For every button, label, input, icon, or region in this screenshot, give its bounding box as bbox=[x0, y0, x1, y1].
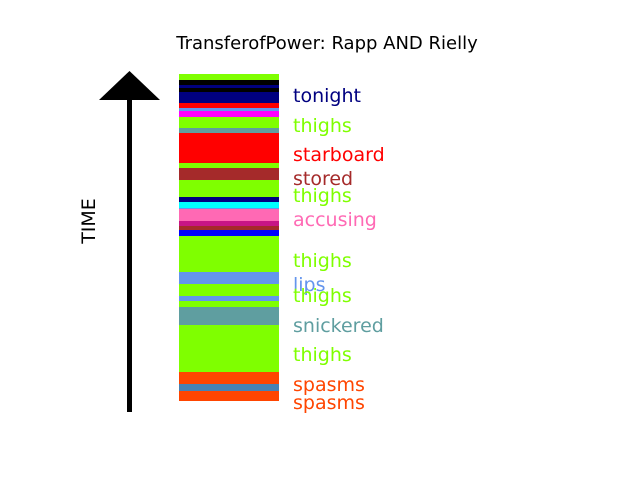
time-axis-arrowhead bbox=[99, 71, 160, 100]
segment-17 bbox=[179, 209, 279, 221]
segment-22 bbox=[179, 272, 279, 284]
segment-24 bbox=[179, 296, 279, 301]
segment-19 bbox=[179, 226, 279, 230]
segment-4 bbox=[179, 92, 279, 103]
segment-16 bbox=[179, 208, 279, 209]
segment-stack bbox=[179, 74, 279, 401]
segment-9 bbox=[179, 128, 279, 133]
word-label-11: spasms bbox=[293, 374, 365, 396]
word-label-0: tonight bbox=[293, 85, 361, 107]
chart-title: TransferofPower: Rapp AND Rielly bbox=[175, 33, 478, 54]
word-label-8: thighs bbox=[293, 285, 352, 307]
segment-2 bbox=[179, 85, 279, 88]
segment-27 bbox=[179, 325, 279, 372]
segment-6 bbox=[179, 108, 279, 111]
word-label-10: thighs bbox=[293, 344, 352, 366]
word-label-7: lips bbox=[293, 274, 326, 296]
word-label-9: snickered bbox=[293, 315, 384, 337]
segment-30 bbox=[179, 391, 279, 401]
word-label-2: starboard bbox=[293, 144, 385, 166]
time-axis bbox=[99, 71, 160, 412]
segment-25 bbox=[179, 301, 279, 307]
segment-10 bbox=[179, 133, 279, 163]
word-label-12: spasms bbox=[293, 392, 365, 414]
segment-23 bbox=[179, 284, 279, 296]
segment-7 bbox=[179, 111, 279, 117]
segment-29 bbox=[179, 384, 279, 391]
word-label-3: stored bbox=[293, 168, 353, 190]
segment-13 bbox=[179, 180, 279, 197]
word-label-6: thighs bbox=[293, 250, 352, 272]
segment-18 bbox=[179, 221, 279, 226]
segment-1 bbox=[179, 80, 279, 85]
word-label-4: thighs bbox=[293, 185, 352, 207]
segment-20 bbox=[179, 230, 279, 236]
segment-14 bbox=[179, 197, 279, 202]
word-label-5: accusing bbox=[293, 209, 377, 231]
segment-8 bbox=[179, 117, 279, 128]
segment-12 bbox=[179, 168, 279, 180]
segment-21 bbox=[179, 236, 279, 272]
segment-5 bbox=[179, 103, 279, 108]
segment-3 bbox=[179, 88, 279, 92]
word-label-1: thighs bbox=[293, 115, 352, 137]
segment-26 bbox=[179, 307, 279, 325]
segment-11 bbox=[179, 163, 279, 168]
segment-0 bbox=[179, 74, 279, 80]
segment-28 bbox=[179, 372, 279, 384]
word-labels: tonightthighsstarboardstoredthighsaccusi… bbox=[293, 85, 385, 414]
time-axis-shaft bbox=[127, 96, 132, 412]
y-axis-label: TIME bbox=[78, 198, 100, 245]
segment-15 bbox=[179, 202, 279, 208]
